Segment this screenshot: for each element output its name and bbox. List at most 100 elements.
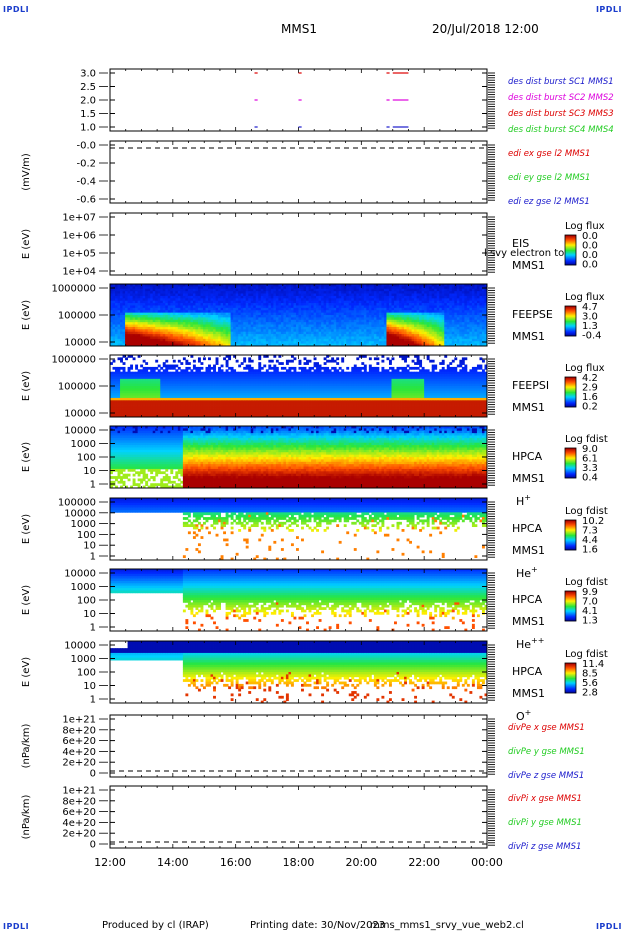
spectrogram-cell	[401, 324, 405, 328]
spectrogram-cell	[180, 326, 184, 330]
spectrogram-cell	[471, 295, 475, 299]
spectrogram-cell	[318, 295, 322, 299]
spectrogram-cell	[301, 329, 304, 333]
spectrogram-cell	[376, 312, 380, 316]
spectrogram-cell	[331, 303, 335, 306]
spectrogram-cell	[464, 326, 468, 330]
spectrogram-cell	[383, 343, 387, 347]
spectrogram-cell	[351, 310, 355, 314]
spectrogram-cell	[351, 343, 355, 347]
spectrogram-cell	[195, 295, 199, 299]
spectrogram-cell	[411, 307, 415, 311]
spectrogram-cell	[220, 286, 224, 290]
spectrogram-cell	[192, 307, 196, 311]
spectrogram-cell	[110, 300, 113, 304]
spectrogram-cell	[404, 338, 407, 342]
spectrogram-cell	[346, 312, 350, 316]
spectrogram-cell	[132, 395, 136, 399]
colorbar-cell	[565, 253, 576, 255]
spectrogram-cell	[125, 334, 128, 337]
spectrogram-cell	[386, 310, 390, 314]
spectrogram-cell	[481, 300, 485, 304]
spectrogram-cell	[167, 397, 171, 401]
spectrogram-cell	[112, 414, 116, 418]
spectrogram-cell	[371, 336, 375, 340]
spectrogram-cell	[260, 336, 264, 340]
spectrogram-cell	[366, 303, 370, 306]
spectrogram-cell	[376, 305, 380, 309]
spectrogram-cell	[150, 291, 154, 294]
spectrogram-cell	[416, 293, 420, 297]
spectrogram-cell	[316, 338, 319, 342]
spectrogram-cell	[358, 334, 362, 337]
spectrogram-cell	[424, 291, 428, 294]
spectrogram-cell	[476, 343, 480, 347]
spectrogram-cell	[132, 393, 136, 396]
colorbar-cell	[565, 237, 576, 239]
spectrogram-cell	[341, 338, 345, 342]
spectrogram-cell	[459, 310, 463, 314]
spectrogram-cell	[127, 376, 131, 380]
spectrogram-cell	[394, 336, 397, 340]
spectrogram-cell	[426, 286, 430, 290]
spectrogram-cell	[404, 300, 407, 304]
spectrogram-cell	[436, 326, 440, 330]
spectrogram-cell	[112, 388, 116, 392]
y-axis-label: E (eV)	[21, 229, 32, 259]
spectrogram-cell	[459, 324, 463, 328]
spectrogram-cell	[409, 293, 412, 297]
spectrogram-cell	[125, 376, 128, 380]
spectrogram-cell	[328, 338, 332, 342]
spectrogram-cell	[368, 295, 372, 299]
spectrogram-cell	[346, 288, 350, 292]
spectrogram-cell	[429, 310, 433, 314]
spectrogram-cell	[290, 305, 294, 309]
spectrogram-cell	[175, 291, 179, 294]
spectrogram-cell	[449, 317, 453, 321]
spectrogram-cell	[321, 338, 325, 342]
spectrogram-cell	[356, 341, 360, 345]
spectrogram-cell	[341, 293, 345, 297]
spectrogram-cell	[135, 338, 139, 342]
spectrogram-cell	[394, 334, 397, 337]
spectrogram-cell	[371, 310, 375, 314]
spectrogram-cell	[376, 319, 380, 323]
spectrogram-cell	[311, 331, 314, 335]
spectrogram-cell	[481, 315, 485, 318]
spectrogram-cell	[152, 400, 156, 404]
spectrogram-cell	[250, 298, 254, 302]
spectrogram-cell	[464, 288, 468, 292]
spectrogram-cell	[275, 331, 279, 335]
spectrogram-cell	[476, 288, 480, 292]
spectrogram-cell	[117, 393, 121, 396]
spectrogram-cell	[343, 329, 347, 333]
spectrogram-cell	[466, 307, 470, 311]
spectrogram-cell	[268, 317, 272, 321]
spectrogram-cell	[371, 326, 375, 330]
spectrogram-cell	[135, 393, 139, 396]
spectrogram-cell	[150, 393, 154, 396]
spectrogram-cell	[213, 338, 216, 342]
spectrogram-cell	[230, 305, 234, 309]
spectrogram-cell	[424, 322, 428, 325]
spectrogram-cell	[273, 317, 277, 321]
spectrogram-cell	[479, 319, 483, 323]
spectrogram-cell	[150, 402, 154, 406]
spectrogram-cell	[160, 284, 164, 287]
spectrogram-cell	[150, 317, 154, 321]
spectrogram-cell	[240, 291, 244, 294]
spectrogram-cell	[383, 284, 387, 287]
spectrogram-cell	[424, 315, 428, 318]
spectrogram-cell	[152, 376, 156, 380]
spectrogram-cell	[434, 293, 438, 297]
spectrogram-cell	[215, 324, 219, 328]
spectrogram-cell	[255, 310, 259, 314]
spectrogram-cell	[230, 315, 234, 318]
spectrogram-cell	[406, 312, 410, 316]
spectrogram-cell	[434, 300, 438, 304]
spectrogram-cell	[140, 397, 144, 401]
spectrogram-cell	[424, 319, 428, 323]
spectrogram-cell	[180, 336, 184, 340]
spectrogram-cell	[150, 386, 154, 389]
spectrogram-cell	[157, 312, 161, 316]
